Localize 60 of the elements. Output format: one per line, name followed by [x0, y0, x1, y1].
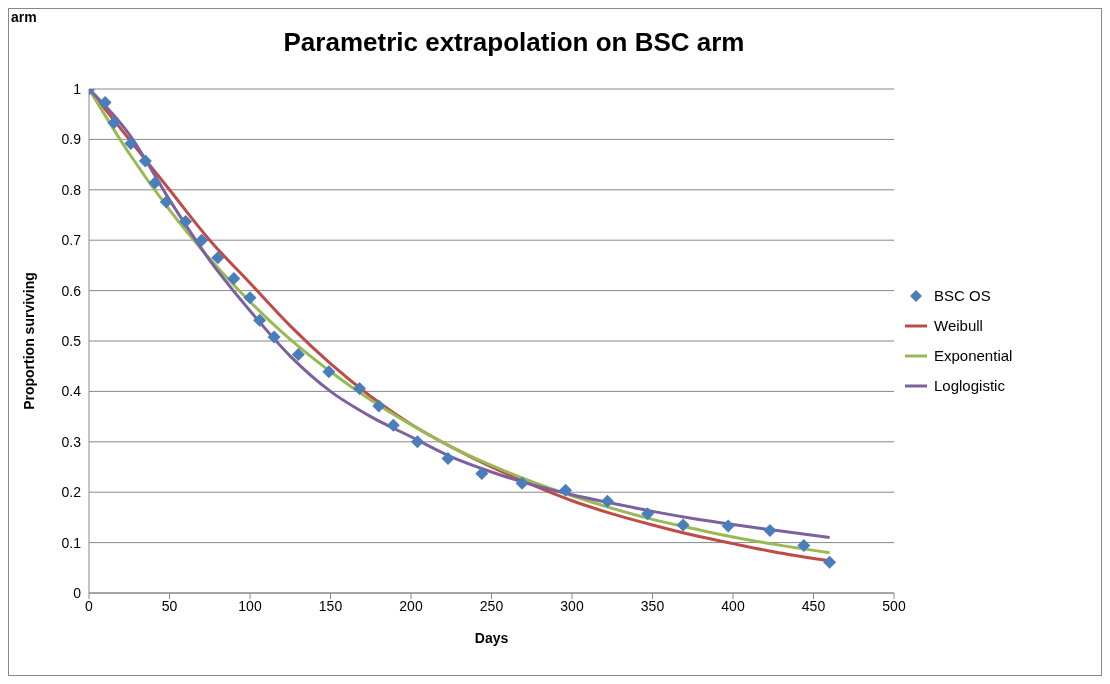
x-tick-label: 350 [640, 597, 665, 614]
y-tick-label: 0.4 [61, 383, 82, 400]
y-tick-label: 0 [73, 584, 82, 601]
x-tick-label: 450 [801, 597, 826, 614]
point [148, 176, 162, 190]
x-tick-label: 0 [85, 597, 94, 614]
y-tick-label: 0.9 [61, 131, 82, 148]
point [721, 519, 735, 533]
y-tick-label: 0.5 [61, 332, 82, 349]
point [211, 251, 225, 265]
legend-label: Exponential [934, 346, 1013, 366]
legend-label: BSC OS [934, 286, 991, 306]
x-tick-label: 100 [238, 597, 262, 614]
y-tick-label: 0.7 [61, 232, 82, 249]
text: arm [11, 9, 37, 25]
point [291, 348, 305, 362]
chart-title: Parametric extrapolation on BSC arm [282, 27, 746, 58]
y-tick-label: 0.2 [61, 484, 82, 501]
point [98, 96, 112, 110]
y-axis-title: Proportion surviving [20, 272, 37, 410]
legend-label: Loglogistic [934, 376, 1005, 396]
point [386, 418, 400, 432]
point [410, 435, 424, 449]
point [243, 291, 257, 305]
point [823, 555, 837, 569]
point [641, 507, 655, 521]
point [763, 524, 777, 537]
point [352, 381, 366, 395]
x-tick-label: 150 [318, 597, 343, 614]
x-tick-label: 50 [161, 597, 178, 614]
point [372, 399, 386, 413]
y-tick-label: 0.1 [61, 534, 82, 551]
y-tick-label: 0.3 [61, 433, 82, 450]
point [797, 539, 811, 553]
x-tick-label: 500 [882, 597, 906, 614]
point [267, 330, 281, 344]
point [676, 518, 690, 532]
point [227, 272, 241, 285]
point [138, 154, 152, 168]
point [475, 467, 489, 481]
x-tick-label: 400 [721, 597, 745, 614]
y-tick-label: 1 [73, 80, 82, 97]
y-tick-label: 0.6 [61, 282, 82, 299]
point [600, 494, 614, 508]
legend-label: Weibull [934, 316, 983, 336]
y-tick-label: 0.8 [61, 181, 82, 198]
point [322, 365, 336, 379]
point [159, 195, 173, 209]
x-tick-label: 300 [560, 597, 584, 614]
point [195, 233, 209, 247]
point [107, 116, 121, 130]
point [253, 313, 267, 327]
point [515, 476, 529, 490]
x-tick-label: 250 [479, 597, 504, 614]
x-axis-title: Days [474, 630, 509, 646]
point [441, 451, 455, 465]
x-tick-label: 200 [399, 597, 423, 614]
point [559, 483, 573, 497]
point [179, 215, 193, 229]
point [124, 136, 138, 150]
